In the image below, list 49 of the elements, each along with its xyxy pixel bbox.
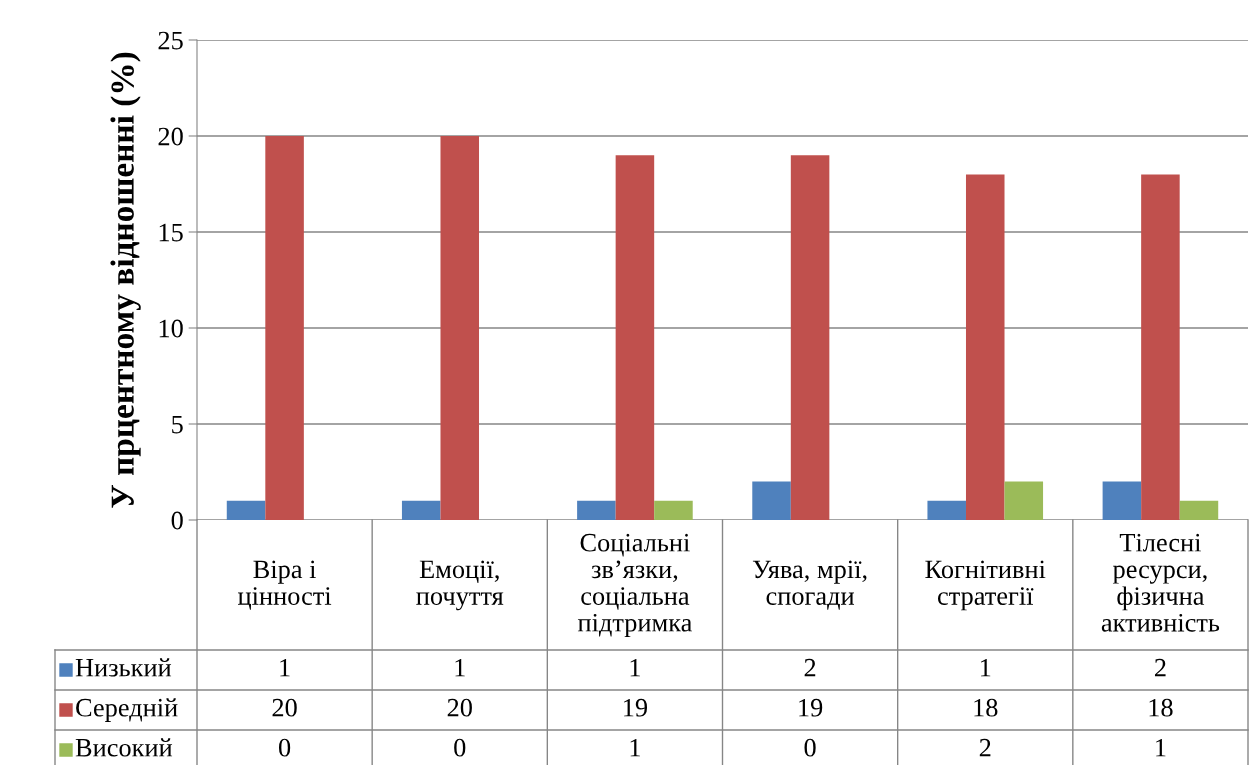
data-label: 2 [1154, 658, 1166, 677]
data-label: 1 [1156, 738, 1166, 757]
data-label: 19 [624, 698, 648, 717]
bar [1141, 174, 1180, 520]
data-label: 1 [280, 658, 290, 677]
legend-label: Низький [75, 658, 172, 677]
bar [226, 500, 266, 520]
bar [615, 155, 655, 520]
data-label: 0 [804, 738, 816, 757]
data-label: 19 [799, 698, 823, 717]
x-tick-label: Віра і цінності [238, 560, 332, 610]
y-tick-label: 10 [159, 319, 183, 338]
data-label: 1 [630, 738, 640, 757]
bar [1179, 500, 1219, 520]
y-tick-label: 0 [171, 511, 183, 530]
bar [1102, 481, 1142, 520]
data-label: 2 [979, 738, 991, 757]
x-tick-label: Когнітивні стратегії [925, 560, 1046, 611]
data-label: 18 [974, 698, 998, 717]
bar [440, 136, 480, 520]
bar [752, 481, 791, 520]
y-axis-title: У прцентному відношенні (%) [110, 52, 141, 508]
bar [1004, 481, 1044, 520]
y-tick-label: 5 [172, 415, 183, 434]
legend-label: Високий [75, 738, 173, 757]
x-tick-label: Уява, мрії, спогади [752, 560, 867, 610]
bar [654, 500, 693, 520]
data-label: 20 [447, 698, 472, 717]
y-tick-label: 25 [158, 31, 183, 50]
y-tick-label: 15 [159, 223, 183, 242]
data-label: 1 [630, 658, 640, 677]
x-tick-label: Соціальні зв’язки, соціальна підтримка [577, 533, 692, 637]
bar [577, 500, 616, 520]
data-label: 1 [980, 658, 991, 677]
bar [790, 155, 830, 520]
legend-label: Середній [76, 698, 178, 722]
bar [927, 500, 966, 520]
bar [265, 136, 304, 520]
data-label: 1 [455, 658, 465, 677]
bar [401, 500, 441, 520]
x-tick-label: Тілесні ресурси, фізична активність [1101, 533, 1220, 632]
y-tick-label: 20 [158, 127, 183, 146]
data-label: 18 [1149, 698, 1173, 717]
data-label: 0 [278, 738, 291, 757]
data-label: 2 [804, 658, 816, 677]
bar [965, 174, 1005, 520]
data-label: 20 [272, 698, 297, 717]
data-label: 0 [454, 738, 466, 757]
x-tick-label: Емоції, почуття [416, 560, 504, 611]
